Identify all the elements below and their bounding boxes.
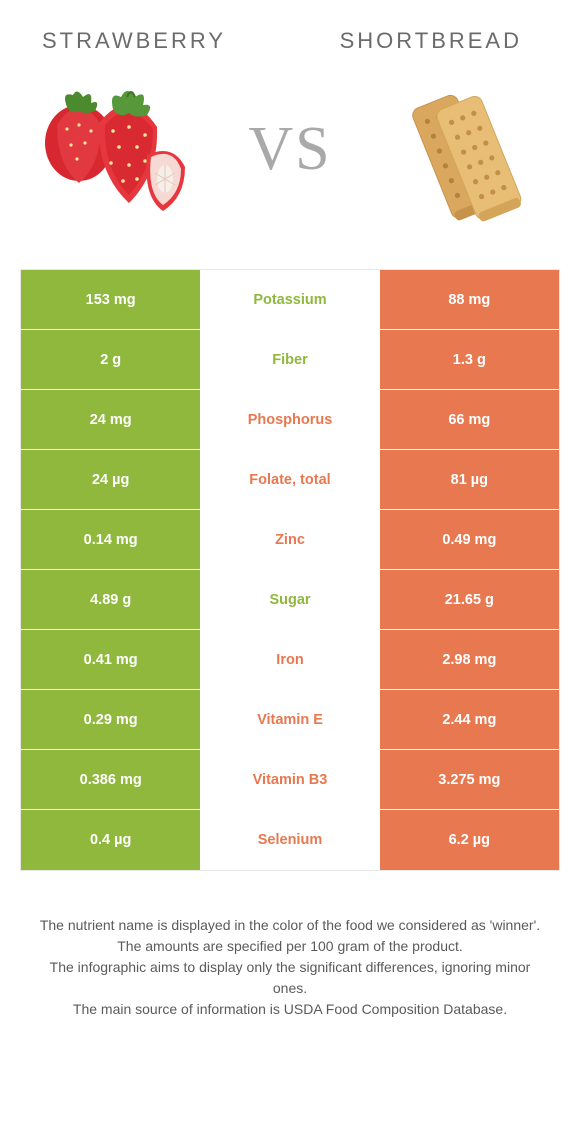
strawberry-icon (36, 72, 191, 227)
nutrient-name: Folate, total (200, 450, 379, 509)
value-left: 0.41 mg (21, 630, 200, 689)
nutrient-name: Vitamin B3 (200, 750, 379, 809)
nutrient-name: Vitamin E (200, 690, 379, 749)
nutrient-name: Phosphorus (200, 390, 379, 449)
value-right: 2.44 mg (380, 690, 559, 749)
table-row: 0.4 µgSelenium6.2 µg (21, 810, 559, 870)
header: STRAWBERRY SHORTBREAD (0, 0, 580, 54)
vs-row: VS (0, 54, 580, 259)
value-right: 3.275 mg (380, 750, 559, 809)
nutrient-name: Selenium (200, 810, 379, 870)
value-left: 153 mg (21, 270, 200, 329)
value-right: 21.65 g (380, 570, 559, 629)
vs-label: VS (248, 114, 331, 185)
value-right: 6.2 µg (380, 810, 559, 870)
value-right: 66 mg (380, 390, 559, 449)
footnote-line: The infographic aims to display only the… (34, 957, 546, 999)
value-right: 88 mg (380, 270, 559, 329)
title-left: STRAWBERRY (42, 28, 226, 54)
footnote-line: The nutrient name is displayed in the co… (34, 915, 546, 936)
table-row: 153 mgPotassium88 mg (21, 270, 559, 330)
value-left: 4.89 g (21, 570, 200, 629)
table-row: 24 mgPhosphorus66 mg (21, 390, 559, 450)
table-row: 24 µgFolate, total81 µg (21, 450, 559, 510)
value-left: 0.29 mg (21, 690, 200, 749)
table-row: 0.41 mgIron2.98 mg (21, 630, 559, 690)
nutrient-name: Potassium (200, 270, 379, 329)
nutrient-name: Sugar (200, 570, 379, 629)
value-right: 81 µg (380, 450, 559, 509)
nutrient-name: Zinc (200, 510, 379, 569)
value-right: 2.98 mg (380, 630, 559, 689)
value-left: 2 g (21, 330, 200, 389)
value-right: 1.3 g (380, 330, 559, 389)
footnote: The nutrient name is displayed in the co… (0, 871, 580, 1020)
title-right: SHORTBREAD (340, 28, 522, 54)
table-row: 0.29 mgVitamin E2.44 mg (21, 690, 559, 750)
nutrient-table: 153 mgPotassium88 mg2 gFiber1.3 g24 mgPh… (20, 269, 560, 871)
table-row: 2 gFiber1.3 g (21, 330, 559, 390)
table-row: 0.386 mgVitamin B33.275 mg (21, 750, 559, 810)
table-row: 0.14 mgZinc0.49 mg (21, 510, 559, 570)
table-row: 4.89 gSugar21.65 g (21, 570, 559, 630)
value-left: 0.4 µg (21, 810, 200, 870)
value-left: 24 mg (21, 390, 200, 449)
value-right: 0.49 mg (380, 510, 559, 569)
footnote-line: The amounts are specified per 100 gram o… (34, 936, 546, 957)
value-left: 0.386 mg (21, 750, 200, 809)
shortbread-icon (389, 72, 544, 227)
nutrient-name: Iron (200, 630, 379, 689)
nutrient-name: Fiber (200, 330, 379, 389)
value-left: 0.14 mg (21, 510, 200, 569)
value-left: 24 µg (21, 450, 200, 509)
footnote-line: The main source of information is USDA F… (34, 999, 546, 1020)
